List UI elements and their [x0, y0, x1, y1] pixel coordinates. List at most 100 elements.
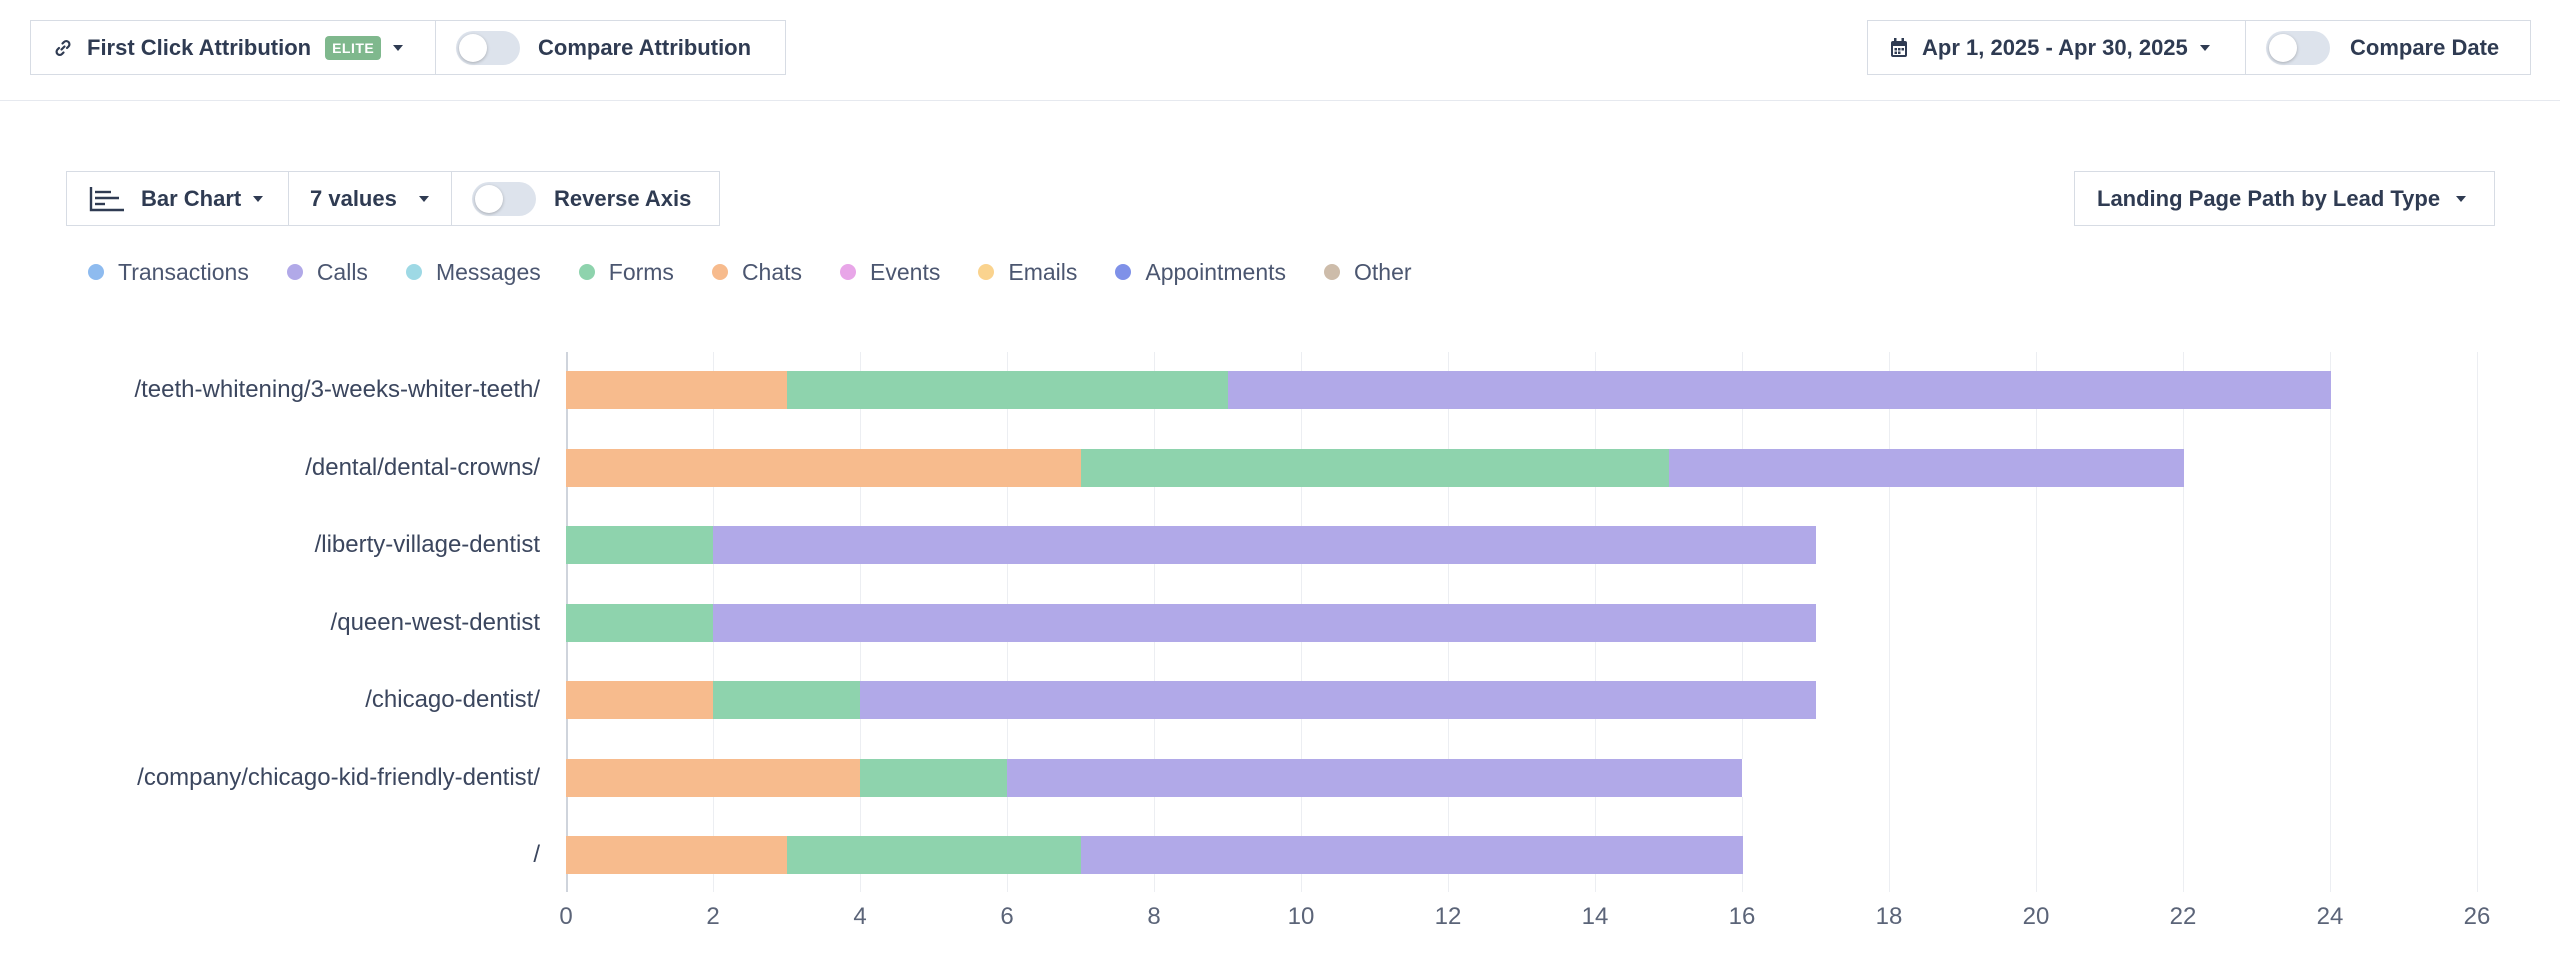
gridline	[2477, 352, 2478, 892]
date-range-label: Apr 1, 2025 - Apr 30, 2025	[1922, 34, 2188, 60]
chevron-down-icon	[253, 195, 264, 202]
legend-item-transactions[interactable]: Transactions	[88, 259, 249, 286]
toggle-knob	[475, 184, 503, 213]
legend-dot	[286, 264, 303, 280]
compare-date-toggle[interactable]	[2266, 30, 2330, 65]
chart-type-label: Bar Chart	[141, 185, 242, 211]
bar-segment-forms[interactable]	[713, 681, 861, 719]
toggle-knob	[2269, 33, 2297, 62]
x-tick-label: 16	[1728, 903, 1756, 930]
bar-segment-chats[interactable]	[566, 759, 861, 797]
legend-item-other[interactable]: Other	[1324, 259, 1412, 286]
bar-segment-calls[interactable]	[713, 604, 1817, 642]
gridline	[2036, 352, 2037, 892]
bar-segment-calls[interactable]	[1081, 836, 1744, 874]
bar-segment-calls[interactable]	[860, 681, 1817, 719]
gridline	[860, 352, 861, 892]
gridline	[1154, 352, 1155, 892]
x-tick-label: 6	[1000, 903, 1014, 930]
legend-dot	[578, 264, 595, 280]
calendar-icon	[1891, 37, 1907, 57]
compare-attribution-toggle[interactable]	[456, 30, 520, 65]
bar-segment-forms[interactable]	[787, 371, 1229, 409]
legend-item-emails[interactable]: Emails	[978, 259, 1077, 286]
y-axis-line	[566, 352, 568, 892]
y-category-label: /liberty-village-dentist	[314, 531, 540, 558]
compare-attribution-label: Compare Attribution	[538, 34, 752, 60]
chart-type-dropdown[interactable]: Bar Chart	[66, 171, 289, 226]
bar-segment-forms[interactable]	[1081, 449, 1670, 487]
report-selector-dropdown[interactable]: Landing Page Path by Lead Type	[2074, 171, 2495, 226]
reverse-axis-toggle[interactable]	[472, 181, 536, 216]
legend-label: Other	[1354, 258, 1412, 285]
date-range-picker[interactable]: Apr 1, 2025 - Apr 30, 2025	[1867, 20, 2246, 75]
x-tick-label: 14	[1581, 903, 1609, 930]
legend-item-events[interactable]: Events	[840, 259, 940, 286]
bar-segment-calls[interactable]	[1228, 371, 2332, 409]
legend-label: Chats	[741, 258, 803, 285]
y-category-label: /	[533, 841, 540, 868]
legend-dot	[711, 264, 728, 280]
chevron-down-icon	[418, 195, 429, 202]
bar-segment-calls[interactable]	[713, 526, 1817, 564]
compare-attribution-toggle-group[interactable]: Compare Attribution	[435, 20, 786, 75]
chevron-down-icon	[2456, 195, 2467, 202]
legend-dot	[1115, 264, 1132, 280]
y-category-label: /queen-west-dentist	[330, 608, 540, 636]
legend-item-chats[interactable]: Chats	[711, 258, 803, 286]
bar-segment-chats[interactable]	[566, 836, 788, 874]
bar-segment-forms[interactable]	[860, 759, 1008, 797]
x-tick-label: 22	[2169, 903, 2197, 930]
legend-item-appointments[interactable]: Appointments	[1115, 259, 1286, 286]
x-tick-label: 18	[1875, 903, 1903, 930]
gridline	[1889, 352, 1890, 892]
elite-badge: ELITE	[325, 35, 382, 60]
bar-segment-calls[interactable]	[1669, 449, 2185, 487]
link-icon	[55, 39, 71, 56]
legend-item-messages[interactable]: Messages	[405, 258, 541, 286]
gridline	[2330, 352, 2331, 892]
x-tick-label: 26	[2463, 903, 2491, 930]
x-tick-label: 8	[1147, 903, 1161, 930]
y-category-label: /dental/dental-crowns/	[305, 453, 540, 481]
x-tick-label: 24	[2316, 903, 2344, 930]
bar-segment-calls[interactable]	[1007, 759, 1743, 797]
y-category-label: /chicago-dentist/	[365, 686, 540, 713]
bar-chart-icon	[89, 186, 124, 211]
legend-label: Messages	[435, 258, 541, 285]
legend-dot	[405, 264, 422, 280]
chevron-down-icon	[2199, 44, 2210, 51]
legend-label: Transactions	[118, 258, 249, 285]
values-count-dropdown[interactable]: 7 values	[288, 171, 452, 226]
gridline	[1007, 352, 1008, 892]
gridline	[1448, 352, 1449, 892]
bar-segment-forms[interactable]	[566, 604, 714, 642]
report-selector-label: Landing Page Path by Lead Type	[2097, 185, 2441, 211]
bar-segment-chats[interactable]	[566, 449, 1082, 487]
legend-dot	[840, 264, 857, 280]
legend-label: Emails	[1008, 258, 1078, 285]
legend-label: Events	[870, 258, 941, 285]
legend-dot	[88, 264, 104, 280]
chevron-down-icon	[393, 44, 404, 51]
bar-segment-forms[interactable]	[787, 836, 1082, 874]
legend-dot	[978, 264, 995, 280]
legend-item-forms[interactable]: Forms	[578, 258, 674, 286]
x-tick-label: 0	[559, 903, 573, 930]
legend-item-calls[interactable]: Calls	[286, 259, 368, 286]
x-tick-label: 20	[2022, 903, 2050, 930]
x-tick-label: 12	[1434, 903, 1462, 930]
legend-label: Appointments	[1145, 258, 1287, 285]
top-bar: First Click Attribution ELITE Compare At…	[0, 0, 2560, 101]
reverse-axis-toggle-group[interactable]: Reverse Axis	[451, 171, 720, 226]
bar-segment-chats[interactable]	[566, 681, 714, 719]
reverse-axis-label: Reverse Axis	[554, 185, 692, 211]
values-count-label: 7 values	[310, 185, 397, 211]
gridline	[1301, 352, 1302, 892]
legend-label: Forms	[608, 258, 674, 285]
x-tick-label: 2	[706, 903, 720, 930]
bar-segment-chats[interactable]	[566, 371, 788, 409]
compare-date-toggle-group[interactable]: Compare Date	[2245, 20, 2531, 75]
attribution-dropdown[interactable]: First Click Attribution ELITE	[30, 20, 436, 75]
bar-segment-forms[interactable]	[566, 526, 714, 564]
